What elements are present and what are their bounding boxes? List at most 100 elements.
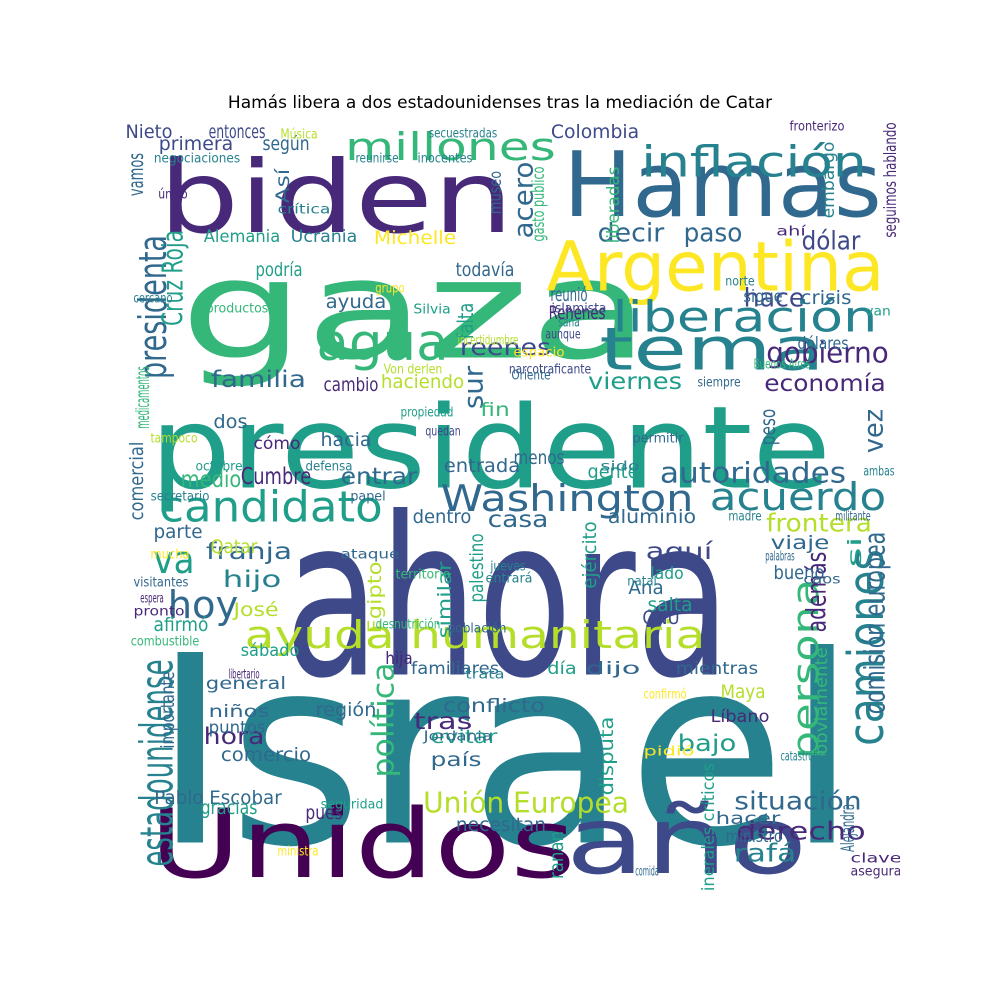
word-inocentes: inocentes (418, 152, 473, 167)
word-pablo-escobar: Pablo Escobar (154, 787, 282, 809)
word-entrar: entrar (341, 464, 418, 490)
word-negociaciones: negociaciones (154, 152, 240, 167)
word-puntos: puntos (209, 718, 266, 738)
word-gente: gente (588, 461, 639, 483)
word-comision-europea: comisión europea (859, 532, 892, 714)
word-acero: acero (509, 162, 540, 239)
word-candidato: candidato (159, 483, 382, 533)
word-minerales-criticos: minerales críticos (699, 763, 719, 892)
word-ayuda: ayuda (326, 291, 387, 313)
word-general: general (206, 674, 286, 694)
word-hija: hija (385, 649, 412, 669)
word-mucha: mucha (150, 548, 189, 563)
word-museo: museo (486, 171, 506, 214)
word-ucrania: Ucrania (291, 227, 358, 247)
word-tampoco: tampoco (150, 432, 197, 447)
word-dia: día (547, 659, 576, 679)
word-egipto: Egipto (364, 562, 386, 634)
word-tema: tema (599, 315, 824, 384)
word-ministro: ministro (726, 827, 783, 847)
word-politica: política (367, 662, 402, 777)
word-acuerdo: acuerdo (710, 475, 886, 519)
word-necesitan: necesitan (456, 814, 546, 836)
word-situacion: situación (734, 787, 861, 816)
word-primera: primera (159, 133, 233, 155)
word-alejandra: Alejandra (837, 804, 859, 852)
word-hacer: hacer (716, 809, 782, 829)
word-evitar: evitar (431, 726, 498, 748)
word-combustible: combustible (131, 635, 200, 650)
word-ninos: niños (209, 702, 270, 722)
word-ana: Ana (628, 577, 663, 599)
word-economia: economía (764, 371, 886, 397)
word-papel: papel (350, 490, 385, 505)
word-hora: hora (204, 724, 265, 750)
word-dos: dos (213, 411, 247, 433)
word-gobierno: gobierno (766, 337, 889, 370)
word-dentro: dentro (413, 506, 472, 528)
word-jueves: jueves (490, 560, 526, 575)
word-clave: clave (851, 852, 900, 867)
word-pronto: pronto (134, 605, 185, 620)
word-frontera: frontera (766, 509, 872, 538)
word-washington: Washington (441, 478, 694, 520)
word-franja: franja (206, 539, 292, 565)
word-rafa: rafá (734, 839, 797, 868)
word-cloud: Israel ahora presidente gaza Unidos biden Hama… (125, 120, 900, 892)
word-dolar: dólar (802, 227, 861, 257)
word-similar: similar (434, 561, 456, 638)
figure-title: Hamás libera a dos estadounidenses tras … (227, 93, 773, 113)
word-oriente: Oriente (511, 369, 550, 384)
word-lado: lado (650, 564, 683, 584)
word-asegura: asegura (851, 865, 900, 880)
word-defensa: defensa (305, 460, 352, 475)
word-obviamente: obviamente (812, 647, 832, 755)
word-silvia: Silvia (413, 303, 450, 318)
word-region: región (316, 699, 377, 721)
word-ahi: ahí (776, 224, 807, 240)
word-siempre: siempre (697, 376, 740, 391)
word-va: va (153, 538, 194, 582)
word-podria: podría (255, 259, 302, 281)
word-unidos: Unidos (149, 790, 575, 892)
word-liberacion: liberación (613, 293, 878, 343)
word-cercano: cercano (133, 292, 172, 307)
word-jordania: Jordania (422, 730, 492, 745)
word-sur: sur (459, 366, 490, 409)
word-derecho: derecho (736, 817, 865, 846)
word-militante: militante (835, 510, 870, 525)
word-autoridades: autoridades (660, 457, 846, 490)
word-mientras: mientras (676, 659, 758, 679)
word-gaza: gaza (180, 231, 650, 391)
word-hamas: Hamas (563, 133, 882, 238)
word-ayuda-humanitaria: ayuda humanitaria (245, 613, 706, 657)
word-entrara: entrará (485, 571, 532, 587)
word-tras: tras (414, 709, 473, 735)
word-aqui: aquí (646, 539, 714, 565)
word-parte: parte (154, 521, 203, 543)
word-desnutricion: desnutrición (376, 617, 441, 633)
word-asi: Así (272, 168, 294, 203)
word-argentina: Argentina (546, 229, 884, 308)
word-comercial: comercial (126, 442, 148, 521)
word-hace: hace (744, 284, 805, 314)
word-buenos-aires: Buenos Aires (754, 358, 811, 373)
word-decir: decir (598, 219, 665, 249)
word-estadounidense: estadounidense (131, 659, 184, 866)
word-ejercito: ejército (579, 521, 601, 588)
word-pidio: pidió (644, 744, 695, 760)
word-qatar: Qatar (210, 536, 257, 558)
word-palabras: palabras (765, 550, 794, 565)
word-comida: comida (635, 865, 659, 880)
word-millones: millones (345, 125, 556, 169)
word-haciendo: haciendo (381, 371, 464, 393)
word-segun: según (262, 133, 309, 155)
word-libano: Líbano (711, 707, 770, 727)
word-reenes: reenes (460, 335, 551, 361)
word-hijo: hijo (223, 567, 282, 593)
word-vamos: vamos (125, 153, 148, 196)
word-liberadas: liberadas (604, 167, 624, 244)
word-permitir: permitir (633, 432, 684, 447)
word-sabado: sábado (241, 641, 300, 661)
